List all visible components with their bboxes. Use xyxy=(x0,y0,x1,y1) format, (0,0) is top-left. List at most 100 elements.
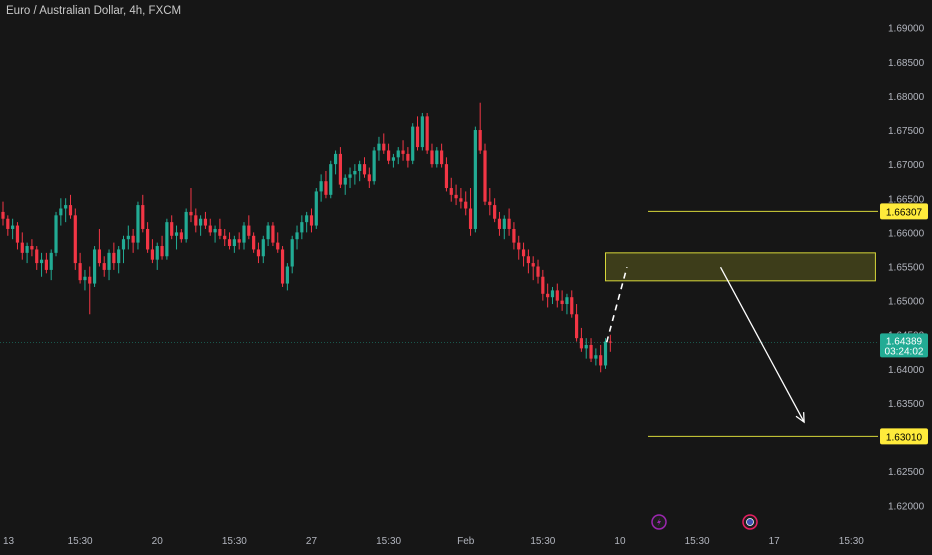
candle-body xyxy=(454,194,458,199)
candle-body xyxy=(517,242,521,250)
candle-body xyxy=(488,201,492,206)
candle-body xyxy=(468,208,473,229)
candle-body xyxy=(203,218,208,226)
candle-body xyxy=(329,164,333,195)
candle-body xyxy=(324,181,328,195)
chart-title: Euro / Australian Dollar, 4h, FXCM xyxy=(6,5,182,17)
x-tick-label: 15:30 xyxy=(685,536,710,547)
candle-body xyxy=(68,205,73,216)
candle-body xyxy=(599,355,603,366)
candle-body xyxy=(170,222,174,236)
candle-body xyxy=(367,174,371,182)
candle-body xyxy=(160,246,164,257)
candle-body xyxy=(44,259,48,270)
candle-body xyxy=(309,215,314,226)
level-label: 1.66307 xyxy=(886,207,923,218)
candle-body xyxy=(338,153,342,185)
candle-body xyxy=(382,143,386,151)
candle-body xyxy=(493,205,497,219)
candle-body xyxy=(35,249,39,264)
current-price-badge xyxy=(880,333,928,358)
y-tick-label: 1.68500 xyxy=(888,58,925,69)
y-tick-label: 1.66000 xyxy=(888,228,925,239)
y-tick-label: 1.62500 xyxy=(888,467,925,478)
candle-body xyxy=(242,225,246,243)
x-tick-label: 10 xyxy=(614,536,626,547)
forecast-arrow xyxy=(719,266,805,423)
y-tick-label: 1.63500 xyxy=(888,399,925,410)
forecast-arrow-head xyxy=(795,412,805,424)
candle-body xyxy=(574,314,579,339)
price-axis-bg xyxy=(878,0,932,550)
y-tick-label: 1.66500 xyxy=(888,194,925,205)
candle-body xyxy=(6,218,10,229)
candle-body xyxy=(608,341,612,343)
candle-body xyxy=(497,218,502,229)
candle-body xyxy=(401,150,405,154)
candle-body xyxy=(179,232,183,240)
candle-body xyxy=(377,143,381,151)
candle-body xyxy=(64,205,68,209)
candle-body xyxy=(440,150,444,165)
candle-body xyxy=(411,126,415,161)
candle-body xyxy=(165,222,169,257)
candle-body xyxy=(15,225,20,243)
candle-body xyxy=(541,276,545,294)
x-tick-label: 15:30 xyxy=(530,536,555,547)
candle-body xyxy=(502,218,506,229)
candle-body xyxy=(449,188,453,195)
candle-body xyxy=(280,249,285,284)
projection-path xyxy=(605,266,628,343)
x-tick-label: 15:30 xyxy=(376,536,401,547)
candle-body xyxy=(54,215,58,253)
x-tick-label: 27 xyxy=(306,536,318,547)
candle-body xyxy=(184,211,188,240)
y-tick-label: 1.67500 xyxy=(888,126,925,137)
candle-body xyxy=(372,150,376,182)
candle-body xyxy=(131,235,135,243)
candle-body xyxy=(155,246,159,260)
candle-body xyxy=(391,157,396,161)
level-badge xyxy=(880,428,928,445)
x-tick-label: 17 xyxy=(769,536,781,547)
candle-body xyxy=(30,246,34,250)
candle-body xyxy=(459,198,463,202)
candle-body xyxy=(435,150,439,165)
candle-body xyxy=(59,208,63,216)
candle-body xyxy=(603,341,608,366)
candle-body xyxy=(73,215,77,264)
candle-body xyxy=(305,215,309,223)
candle-body xyxy=(218,228,222,236)
candle-body xyxy=(256,249,261,257)
y-tick-label: 1.69000 xyxy=(888,24,925,35)
candle-body xyxy=(199,218,203,226)
candle-body xyxy=(358,164,362,171)
candle-body xyxy=(531,263,535,267)
candle-body xyxy=(512,228,516,243)
candle-body xyxy=(88,276,92,284)
candle-body xyxy=(174,232,179,236)
candle-body xyxy=(333,153,338,165)
level-label: 1.63010 xyxy=(886,432,923,443)
candle-body xyxy=(589,344,593,359)
candle-body xyxy=(252,235,256,250)
candle-body xyxy=(261,239,265,257)
candle-body xyxy=(387,150,391,161)
candle-body xyxy=(97,249,101,264)
candle-body xyxy=(136,205,140,243)
candle-body xyxy=(11,225,15,229)
candle-body xyxy=(579,338,583,349)
candle-body xyxy=(237,239,241,243)
candle-body xyxy=(25,246,29,253)
candle-body xyxy=(232,239,236,247)
candle-body xyxy=(112,252,116,264)
candle-body xyxy=(92,249,97,284)
candle-body xyxy=(126,235,130,240)
current-price-label: 1.64389 xyxy=(886,336,923,347)
candle-body xyxy=(78,263,82,281)
time-axis-bg xyxy=(0,528,878,550)
countdown-label: 03:24:02 xyxy=(885,346,924,357)
candle-body xyxy=(295,232,299,240)
